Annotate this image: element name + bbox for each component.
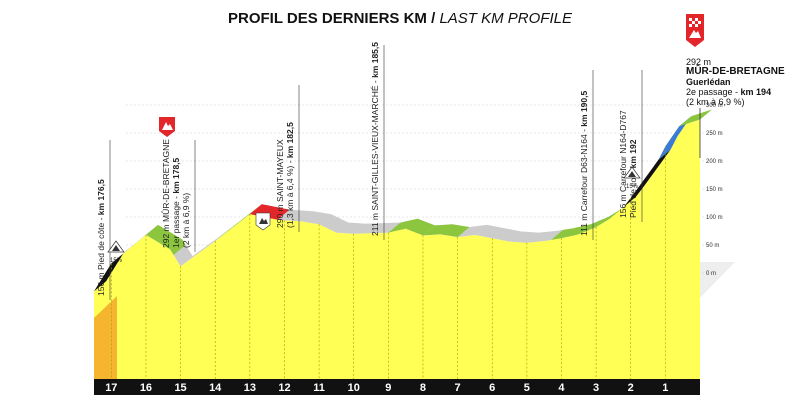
profile-segment	[125, 224, 158, 252]
profile-segments	[94, 109, 712, 292]
annotation: 111 m Carrefour D63-N164 - km 190,5	[579, 70, 594, 240]
mountain-icon	[255, 212, 271, 231]
annotation-label: Pied de col - km 192	[628, 139, 638, 218]
annotation-label: (1,3 km à 6,4 %) - km 182,5	[285, 122, 295, 228]
altitude-label: 50 m	[706, 243, 719, 249]
km-label: 6	[489, 382, 495, 394]
profile-segment	[551, 196, 636, 240]
km-label: 17	[105, 382, 117, 394]
km-label: 15	[174, 382, 186, 394]
gradient-marker-1: 15%	[107, 240, 125, 264]
profile-segment	[277, 209, 401, 234]
finish-altitude: 292 m	[686, 57, 712, 67]
finish-info: 292 m MÛR-DE-BRETAGNE Guerlédan 2e passa…	[686, 57, 785, 107]
title-separator: /	[431, 10, 436, 27]
altitude-label: 250 m	[706, 131, 723, 137]
km-band	[94, 379, 700, 395]
altitude-label: 100 m	[706, 215, 723, 221]
km-label: 9	[385, 382, 391, 394]
profile-segment	[145, 224, 186, 255]
km-label: 3	[593, 382, 599, 394]
gradient-label-2: 15%	[626, 184, 639, 190]
gradient-label-1: 15%	[110, 258, 123, 264]
profile-segment	[679, 109, 712, 127]
annotation: 290 m SAINT-MAYEUX (1,3 km à 6,4 %) - km …	[275, 85, 300, 232]
finish-name: MÛR-DE-BRETAGNE	[686, 66, 785, 77]
profile-segment	[623, 149, 671, 207]
gradient-marker-2: 15%	[623, 166, 641, 190]
km-label: 2	[628, 382, 634, 394]
finish-subtitle: Guerlédan	[686, 77, 731, 87]
altitude-label: 0 m	[706, 271, 716, 277]
title-main: PROFIL DES DERNIERS KM	[228, 10, 427, 27]
annotation: 292 m MÛR-DE-BRETAGNE 1er passage - km 17…	[161, 139, 196, 252]
km-label: 8	[420, 382, 426, 394]
finish-detail: (2 km à 6,9 %)	[686, 97, 745, 107]
km-label: 1	[662, 382, 668, 394]
profile-body	[94, 119, 700, 380]
profile-segment	[457, 224, 564, 243]
profile-segment	[94, 241, 138, 292]
mountain-icon	[159, 117, 175, 137]
annotation: 156 m Pied de côte - km 176,5	[96, 140, 111, 300]
km-label: 5	[524, 382, 530, 394]
km-label: 16	[140, 382, 152, 394]
profile-segment	[388, 218, 435, 236]
annotation-label: 111 m Carrefour D63-N164 - km 190,5	[579, 91, 589, 236]
annotation-label: 156 m Carrefour N164-D767	[618, 110, 628, 218]
altitude-label: 300 m	[706, 103, 723, 109]
annotation-label: 292 m MÛR-DE-BRETAGNE	[161, 139, 171, 248]
annotations: 156 m Pied de côte - km 176,5 292 m MÛR-D…	[96, 42, 643, 300]
altitude-axis: 300 m 250 m 200 m 150 m 100 m 50 m 0 m	[706, 103, 723, 277]
annotation-label: 290 m SAINT-MAYEUX	[275, 139, 285, 228]
annotation-label: 156 m Pied de côte - km 176,5	[96, 179, 106, 296]
annotation: 211 m SAINT-GILLES-VIEUX-MARCHÉ - km 185…	[370, 42, 385, 240]
km-label: 12	[278, 382, 290, 394]
title-sub: LAST KM PROFILE	[439, 10, 572, 27]
altitude-label: 200 m	[706, 159, 723, 165]
chart-title: PROFIL DES DERNIERS KM / LAST KM PROFILE	[0, 10, 800, 27]
profile-segment	[215, 204, 262, 241]
annotation-label: 211 m SAINT-GILLES-VIEUX-MARCHÉ - km 185…	[370, 42, 380, 236]
finish-passage: 2e passage - km 194	[686, 87, 772, 97]
km-label: 11	[313, 382, 325, 394]
km-labels: 17 16 15 14 13 12 11 10 9 8 7 6 5 4 3 2 1	[105, 382, 668, 394]
altitude-label: 150 m	[706, 187, 723, 193]
annotation-label: 1er passage - km 178,5	[171, 157, 181, 248]
annotation: 156 m Carrefour N164-D767 Pied de col - k…	[618, 70, 643, 222]
profile-segment	[173, 231, 228, 267]
profile-segment	[422, 224, 470, 238]
profile-segment	[658, 116, 692, 160]
km-label: 14	[209, 382, 222, 394]
annotation-label: (2 km à 6,9 %)	[181, 193, 191, 248]
finish-flag-icon	[686, 14, 704, 47]
km-label: 7	[455, 382, 461, 394]
km-label: 10	[348, 382, 360, 394]
km-label: 4	[558, 382, 565, 394]
km-label: 13	[244, 382, 256, 394]
km-lines	[111, 146, 666, 380]
